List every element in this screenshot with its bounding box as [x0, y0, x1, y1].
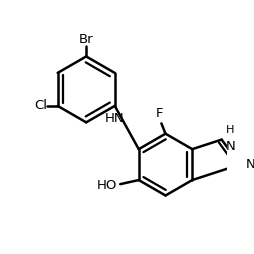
Text: H: H	[226, 125, 234, 135]
Text: Br: Br	[79, 33, 93, 46]
Text: N: N	[226, 140, 235, 153]
Text: HO: HO	[97, 179, 117, 192]
Text: Cl: Cl	[34, 99, 47, 112]
Text: N: N	[246, 158, 254, 171]
Text: HN: HN	[105, 113, 124, 125]
Text: F: F	[156, 107, 163, 120]
